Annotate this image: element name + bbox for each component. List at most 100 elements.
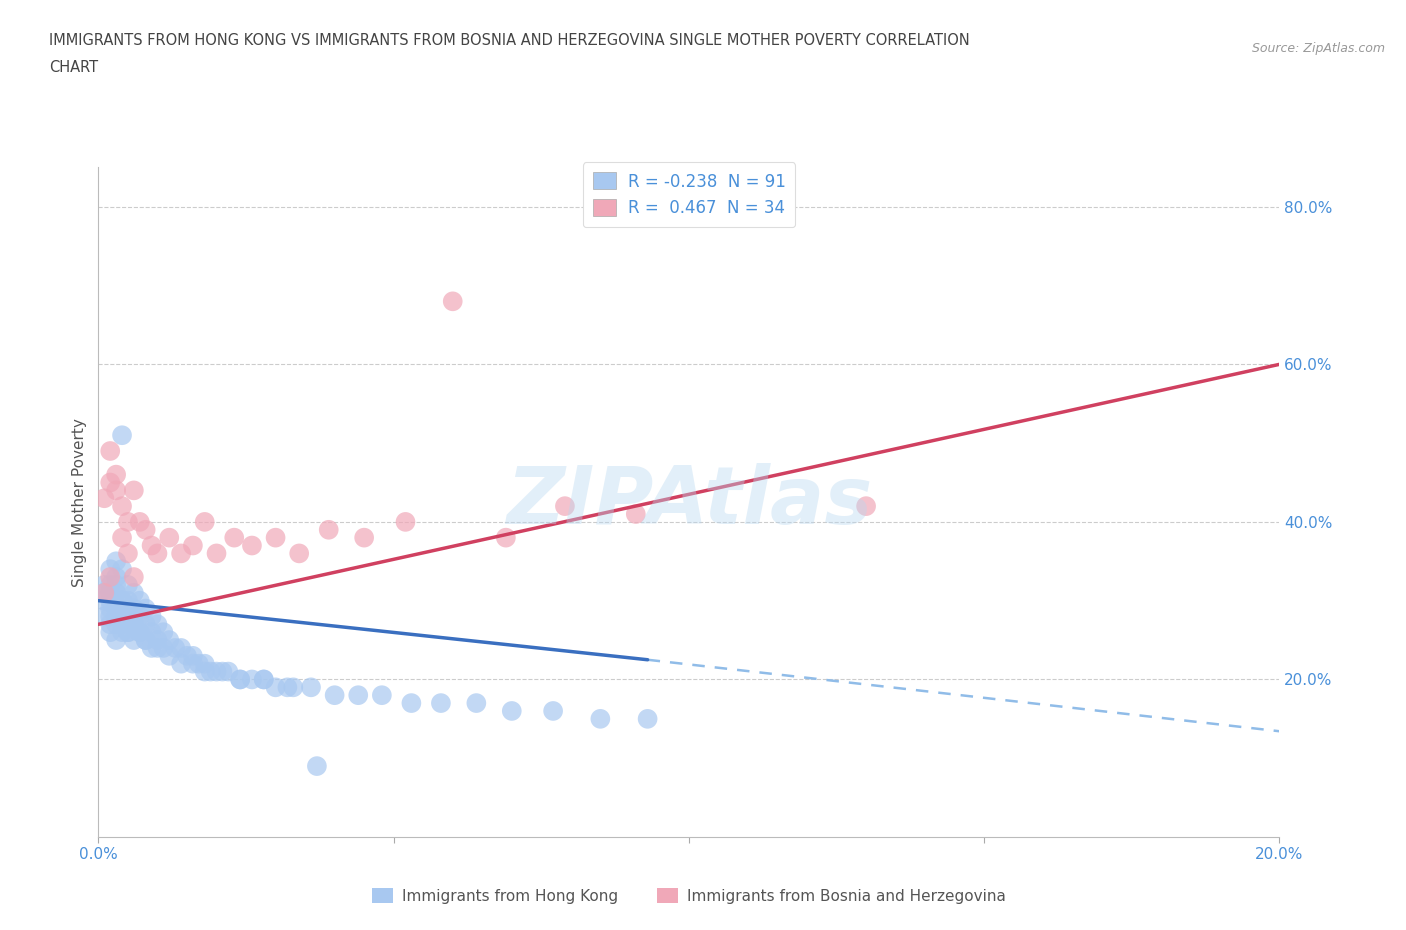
Point xyxy=(105,578,128,592)
Point xyxy=(98,585,121,600)
Point xyxy=(541,703,564,718)
Point xyxy=(98,562,121,577)
Y-axis label: Single Mother Poverty: Single Mother Poverty xyxy=(72,418,87,587)
Point xyxy=(240,538,263,553)
Point xyxy=(205,664,228,679)
Point xyxy=(105,467,128,482)
Point xyxy=(152,641,174,656)
Point xyxy=(253,672,276,687)
Point xyxy=(276,680,298,695)
Point xyxy=(229,672,252,687)
Point xyxy=(283,680,305,695)
Point xyxy=(98,601,121,616)
Point xyxy=(157,648,180,663)
Point xyxy=(111,609,134,624)
Point xyxy=(111,625,134,640)
Point xyxy=(135,632,157,647)
Point xyxy=(117,593,139,608)
Point xyxy=(217,664,239,679)
Point xyxy=(122,617,145,631)
Point xyxy=(441,294,464,309)
Point xyxy=(117,609,139,624)
Point xyxy=(176,648,198,663)
Point xyxy=(299,680,322,695)
Point xyxy=(128,625,150,640)
Point xyxy=(98,617,121,631)
Point xyxy=(353,530,375,545)
Point xyxy=(105,632,128,647)
Point xyxy=(141,625,163,640)
Point xyxy=(264,530,287,545)
Point xyxy=(194,664,217,679)
Point xyxy=(105,601,128,616)
Point xyxy=(135,617,157,631)
Point xyxy=(135,601,157,616)
Text: IMMIGRANTS FROM HONG KONG VS IMMIGRANTS FROM BOSNIA AND HERZEGOVINA SINGLE MOTHE: IMMIGRANTS FROM HONG KONG VS IMMIGRANTS … xyxy=(49,33,970,47)
Point xyxy=(128,625,150,640)
Point xyxy=(624,507,647,522)
Point xyxy=(105,585,128,600)
Point xyxy=(122,601,145,616)
Point xyxy=(187,657,209,671)
Point xyxy=(181,648,204,663)
Point xyxy=(105,617,128,631)
Point xyxy=(105,554,128,569)
Point xyxy=(141,609,163,624)
Point xyxy=(135,523,157,538)
Point xyxy=(170,657,193,671)
Point xyxy=(98,444,121,458)
Point xyxy=(194,657,217,671)
Point xyxy=(122,483,145,498)
Point xyxy=(194,514,217,529)
Point xyxy=(111,498,134,513)
Point xyxy=(465,696,488,711)
Point xyxy=(105,569,128,584)
Point xyxy=(128,593,150,608)
Point xyxy=(135,632,157,647)
Point xyxy=(855,498,877,513)
Point xyxy=(146,546,169,561)
Point xyxy=(288,546,311,561)
Point xyxy=(253,672,276,687)
Point xyxy=(141,641,163,656)
Point xyxy=(495,530,517,545)
Point xyxy=(240,672,263,687)
Point xyxy=(637,711,659,726)
Point xyxy=(117,625,139,640)
Point xyxy=(111,617,134,631)
Point xyxy=(98,569,121,584)
Point xyxy=(205,546,228,561)
Point xyxy=(157,632,180,647)
Point xyxy=(93,585,115,600)
Point xyxy=(122,585,145,600)
Point xyxy=(128,609,150,624)
Point xyxy=(181,657,204,671)
Point xyxy=(170,641,193,656)
Point xyxy=(105,483,128,498)
Point xyxy=(229,672,252,687)
Point xyxy=(146,617,169,631)
Point xyxy=(98,609,121,624)
Point xyxy=(93,585,115,600)
Point xyxy=(305,759,328,774)
Point xyxy=(117,578,139,592)
Point xyxy=(98,593,121,608)
Point xyxy=(98,625,121,640)
Point xyxy=(323,688,346,703)
Point xyxy=(501,703,523,718)
Legend: Immigrants from Hong Kong, Immigrants from Bosnia and Herzegovina: Immigrants from Hong Kong, Immigrants fr… xyxy=(366,882,1012,910)
Point xyxy=(122,632,145,647)
Point xyxy=(347,688,370,703)
Point xyxy=(122,617,145,631)
Point xyxy=(181,538,204,553)
Text: Source: ZipAtlas.com: Source: ZipAtlas.com xyxy=(1251,42,1385,55)
Text: CHART: CHART xyxy=(49,60,98,75)
Point xyxy=(93,609,115,624)
Point xyxy=(111,428,134,443)
Point xyxy=(211,664,233,679)
Point xyxy=(430,696,453,711)
Point xyxy=(111,593,134,608)
Point xyxy=(554,498,576,513)
Point xyxy=(98,475,121,490)
Point xyxy=(170,546,193,561)
